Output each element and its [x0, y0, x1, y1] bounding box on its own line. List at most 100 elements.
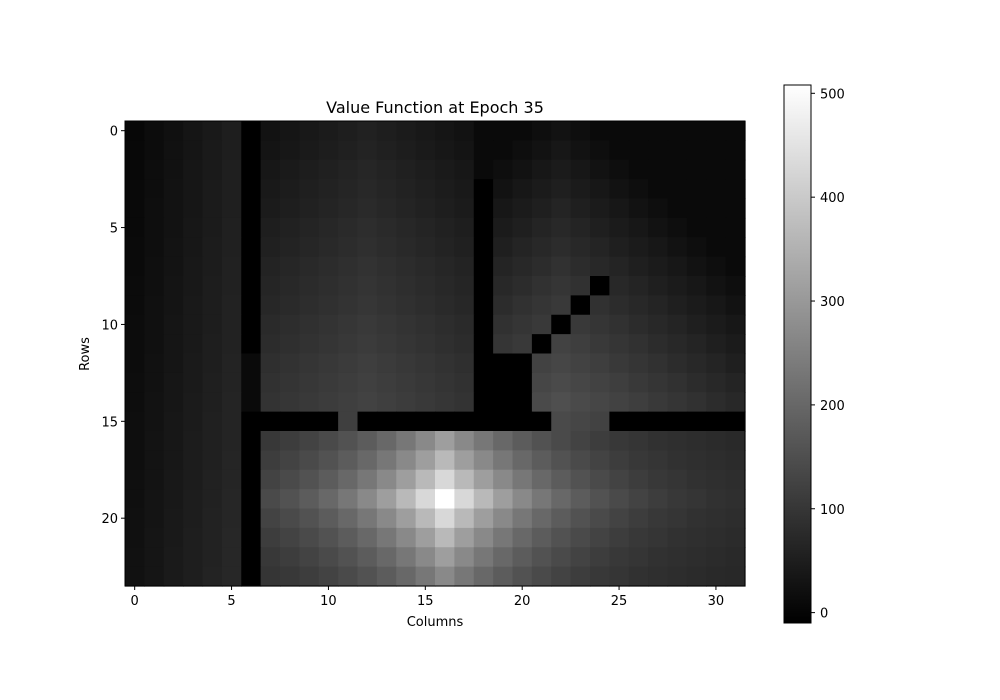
heatmap-cell — [241, 140, 262, 161]
heatmap-cell — [648, 217, 669, 238]
heatmap-cell — [590, 450, 610, 471]
heatmap-cell — [396, 276, 417, 296]
heatmap-cell — [299, 334, 320, 355]
heatmap-cell — [706, 159, 727, 180]
heatmap-cell — [473, 198, 494, 219]
heatmap-cell — [706, 140, 727, 161]
x-tick-label: 5 — [227, 594, 235, 609]
heatmap-cell — [628, 450, 649, 471]
heatmap-cell — [280, 411, 300, 432]
heatmap-cell — [241, 121, 262, 141]
heatmap-cell — [221, 508, 242, 529]
heatmap-cell — [706, 256, 727, 277]
heatmap-cell — [590, 217, 610, 238]
x-axis: 0 5 10 15 20 25 30 — [131, 586, 724, 609]
heatmap-cell — [202, 121, 223, 141]
heatmap-cell — [376, 314, 397, 335]
heatmap-cell — [725, 508, 746, 529]
heatmap-cell — [590, 547, 610, 568]
heatmap-cell — [280, 527, 300, 548]
heatmap-cell — [163, 256, 184, 277]
heatmap-cell — [725, 276, 746, 296]
heatmap-cell — [396, 392, 417, 413]
heatmap-cell — [512, 314, 533, 335]
heatmap-cell — [260, 392, 281, 413]
heatmap-cell — [183, 217, 204, 238]
heatmap-cell — [357, 489, 378, 510]
heatmap-cell — [318, 372, 339, 393]
heatmap-cell — [357, 276, 378, 296]
heatmap-cell — [648, 411, 669, 432]
heatmap-cell — [590, 566, 610, 587]
heatmap-cell — [493, 198, 514, 219]
heatmap-cell — [435, 508, 455, 529]
heatmap-cell — [280, 198, 300, 219]
heatmap-cell — [551, 121, 572, 141]
heatmap-cell — [260, 450, 281, 471]
heatmap-cell — [318, 179, 339, 200]
y-axis: 0 5 10 15 20 — [101, 125, 125, 527]
heatmap-cell — [609, 334, 630, 355]
heatmap-cell — [299, 431, 320, 451]
heatmap-cell — [376, 179, 397, 200]
heatmap-cell — [396, 334, 417, 355]
heatmap-cell — [125, 179, 145, 200]
heatmap-cell — [183, 140, 204, 161]
heatmap-cell — [221, 159, 242, 180]
heatmap-cell — [454, 295, 475, 316]
heatmap-cell — [512, 411, 533, 432]
heatmap-cell — [260, 295, 281, 316]
heatmap-cell — [202, 295, 223, 316]
heatmap-cell — [183, 334, 204, 355]
heatmap-cell — [512, 256, 533, 277]
heatmap-cell — [280, 489, 300, 510]
heatmap-cell — [609, 450, 630, 471]
heatmap-cell — [531, 527, 552, 548]
heatmap-cell — [609, 256, 630, 277]
heatmap-cell — [338, 547, 359, 568]
heatmap-cell — [706, 508, 727, 529]
heatmap-cell — [280, 121, 300, 141]
heatmap-cell — [454, 237, 475, 258]
heatmap-cell — [628, 353, 649, 374]
heatmap-cell — [221, 431, 242, 451]
heatmap-cell — [531, 489, 552, 510]
heatmap-cell — [125, 469, 145, 490]
heatmap-cell — [260, 527, 281, 548]
heatmap-cell — [376, 256, 397, 277]
heatmap-cell — [357, 372, 378, 393]
heatmap-cell — [357, 392, 378, 413]
heatmap-cell — [590, 179, 610, 200]
heatmap-cell — [202, 489, 223, 510]
y-tick-label: 20 — [101, 512, 118, 527]
heatmap-cell — [202, 450, 223, 471]
heatmap-cell — [609, 372, 630, 393]
heatmap-cell — [183, 431, 204, 451]
heatmap-cell — [454, 121, 475, 141]
heatmap-cell — [609, 217, 630, 238]
heatmap-cell — [376, 198, 397, 219]
heatmap-cell — [338, 121, 359, 141]
heatmap-cell — [163, 179, 184, 200]
heatmap-cell — [183, 566, 204, 587]
heatmap-cell — [725, 159, 746, 180]
heatmap-cell — [686, 489, 707, 510]
heatmap-cell — [493, 121, 514, 141]
heatmap-cell — [435, 121, 455, 141]
heatmap-cell — [396, 179, 417, 200]
heatmap-cell — [318, 469, 339, 490]
heatmap-cell — [415, 547, 436, 568]
heatmap-cell — [299, 372, 320, 393]
heatmap-cell — [357, 469, 378, 490]
heatmap-cell — [241, 431, 262, 451]
heatmap-cell — [163, 508, 184, 529]
heatmap-cell — [531, 256, 552, 277]
heatmap-cell — [686, 140, 707, 161]
heatmap-cell — [299, 450, 320, 471]
heatmap-cell — [415, 295, 436, 316]
heatmap-cell — [493, 372, 514, 393]
heatmap-cell — [221, 489, 242, 510]
heatmap-cell — [570, 276, 591, 296]
heatmap-cell — [648, 508, 669, 529]
heatmap-cell — [144, 276, 165, 296]
